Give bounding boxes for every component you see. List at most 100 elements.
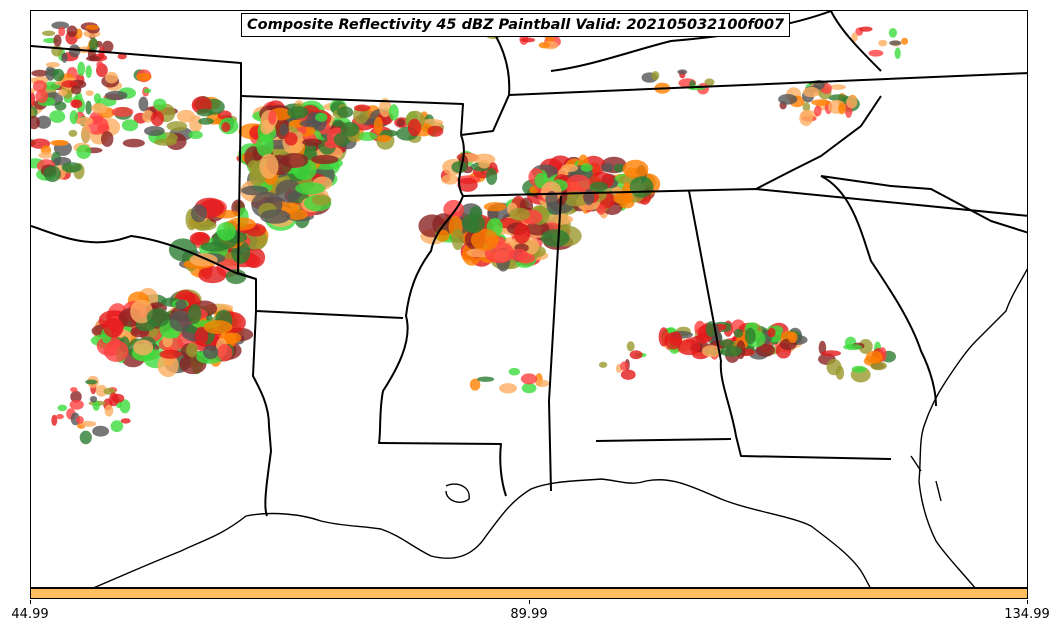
storm-blob <box>451 161 468 174</box>
storm-blob <box>120 418 131 424</box>
storm-blob <box>169 310 191 332</box>
storm-blob <box>105 71 119 84</box>
storm-blob <box>79 430 92 445</box>
storm-blob <box>92 400 100 411</box>
storm-blob <box>51 414 58 426</box>
storm-blob <box>478 159 491 169</box>
storm-blob <box>427 125 444 137</box>
storm-blob <box>69 399 84 410</box>
storm-blob <box>516 253 535 264</box>
storm-blob <box>68 44 81 58</box>
storm-blob <box>580 163 593 172</box>
storm-blob <box>260 209 291 224</box>
border-ok-tx <box>31 225 257 280</box>
storm-blob <box>396 118 405 127</box>
storm-blob <box>188 304 202 324</box>
storm-blob <box>153 98 167 111</box>
storm-blob <box>104 404 114 417</box>
border-ar-ok <box>237 95 257 311</box>
storm-blob <box>778 94 798 105</box>
storm-blob <box>200 241 229 252</box>
storm-blob <box>705 321 716 338</box>
storm-blob <box>32 80 47 92</box>
storm-blob <box>457 177 478 192</box>
storm-blob <box>620 361 629 372</box>
storm-blob <box>103 317 124 338</box>
storm-blob <box>561 163 579 173</box>
storm-blob <box>268 110 277 125</box>
storm-blob <box>651 71 660 81</box>
border-ks-ok <box>31 45 242 96</box>
storm-blob <box>31 69 48 77</box>
storm-blob <box>102 40 114 53</box>
storm-blob <box>70 390 82 403</box>
storm-blob <box>221 122 231 133</box>
map-title: Composite Reflectivity 45 dBZ Paintball … <box>241 13 791 37</box>
storm-blob <box>626 341 635 352</box>
border-mississippi-river <box>378 134 507 497</box>
storm-blob <box>315 112 328 122</box>
storm-blob <box>332 119 344 127</box>
storm-blob <box>198 266 227 284</box>
storm-blob <box>110 420 124 433</box>
storm-blob <box>157 353 179 378</box>
storm-blob <box>176 109 196 123</box>
storm-blob <box>436 229 450 242</box>
storm-blob <box>513 223 531 244</box>
storm-blob <box>76 416 84 424</box>
storm-blob <box>701 345 722 358</box>
storm-blob <box>109 392 119 407</box>
storm-blob <box>302 138 322 146</box>
storm-blob <box>829 84 846 90</box>
storm-blob <box>259 153 279 179</box>
storm-blob <box>744 327 756 345</box>
storm-blob <box>85 65 92 78</box>
storm-blob <box>613 163 625 173</box>
storm-blob <box>58 26 66 37</box>
storm-blob <box>802 102 811 112</box>
border-ky-va <box>830 11 882 72</box>
storm-blob <box>357 131 378 141</box>
storm-blob <box>119 399 131 414</box>
storm-blob <box>755 343 775 357</box>
storm-blob <box>545 191 558 208</box>
storm-blob <box>136 72 152 82</box>
storm-blob <box>859 26 873 32</box>
coastline-gulf <box>93 478 871 587</box>
storm-blob <box>295 182 326 195</box>
storm-blob <box>89 37 98 52</box>
storm-blob <box>194 220 217 231</box>
storm-blob <box>858 339 873 354</box>
storm-blob <box>340 121 360 137</box>
border-ga-sc <box>820 175 937 407</box>
storm-blob <box>695 333 709 344</box>
storm-blob <box>865 350 883 364</box>
storm-blob <box>38 152 53 159</box>
storm-blob <box>217 110 232 120</box>
storm-blob <box>143 88 152 94</box>
storm-blob <box>45 66 55 81</box>
storm-blob <box>89 396 98 403</box>
storm-blob <box>620 369 636 380</box>
colorbar <box>30 588 1028 599</box>
storm-blob <box>677 339 701 356</box>
storm-blob <box>287 209 308 221</box>
storm-blob <box>224 332 237 348</box>
storm-blob <box>69 110 79 125</box>
storm-blob <box>79 420 97 427</box>
storm-blob <box>811 99 831 106</box>
storm-blob <box>275 179 303 203</box>
storm-blob <box>601 163 614 173</box>
reflectivity-map <box>31 11 1027 587</box>
storm-blob <box>838 102 846 115</box>
storm-blob <box>31 103 32 108</box>
storm-blob <box>894 47 901 60</box>
storm-blob <box>299 119 322 128</box>
storm-blob <box>85 24 99 30</box>
storm-blob <box>520 37 536 43</box>
storm-blob <box>77 61 86 76</box>
storm-blob <box>379 98 392 118</box>
storm-blob <box>284 132 298 146</box>
storm-blob <box>878 39 888 47</box>
storm-blob <box>68 129 78 137</box>
